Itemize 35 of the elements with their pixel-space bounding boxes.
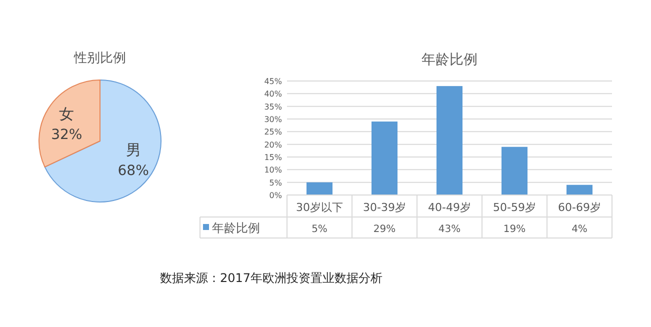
- y-tick-label: 25%: [264, 128, 282, 137]
- bar: [372, 122, 398, 195]
- data-label: 5%: [312, 224, 328, 235]
- slice-label: 男: [126, 140, 141, 159]
- bar: [436, 86, 462, 195]
- x-tick-label: 30岁以下: [296, 201, 343, 214]
- legend-label: 年龄比例: [212, 221, 260, 235]
- data-label: 32%: [51, 127, 82, 144]
- chart-title: 性别比例: [73, 51, 126, 66]
- pie-slice: [38, 80, 100, 168]
- data-label: 68%: [118, 162, 149, 179]
- bar: [566, 184, 592, 195]
- y-tick-label: 45%: [264, 77, 282, 86]
- x-tick-label: 50-59岁: [493, 201, 536, 214]
- y-tick-label: 15%: [264, 153, 282, 162]
- source-note: 数据来源：2017年欧洲投资置业数据分析: [160, 271, 383, 285]
- data-label: 43%: [438, 224, 461, 235]
- y-tick-label: 20%: [264, 140, 282, 150]
- y-tick-label: 10%: [264, 166, 282, 175]
- slice-label: 女: [59, 105, 74, 124]
- y-tick-label: 0%: [269, 191, 282, 200]
- data-label: 4%: [572, 224, 588, 235]
- y-tick-label: 40%: [264, 90, 282, 99]
- bar: [502, 146, 528, 195]
- data-label: 29%: [373, 224, 396, 235]
- x-tick-label: 30-39岁: [363, 201, 406, 214]
- chart-title: 年龄比例: [422, 52, 478, 68]
- y-tick-label: 30%: [264, 115, 282, 124]
- y-tick-label: 5%: [269, 178, 282, 188]
- bar: [306, 182, 332, 195]
- y-tick-label: 35%: [264, 102, 282, 112]
- x-tick-label: 60-69岁: [558, 201, 601, 214]
- x-tick-label: 40-49岁: [428, 201, 471, 214]
- pie-slice: [44, 80, 162, 202]
- data-label: 19%: [503, 224, 526, 235]
